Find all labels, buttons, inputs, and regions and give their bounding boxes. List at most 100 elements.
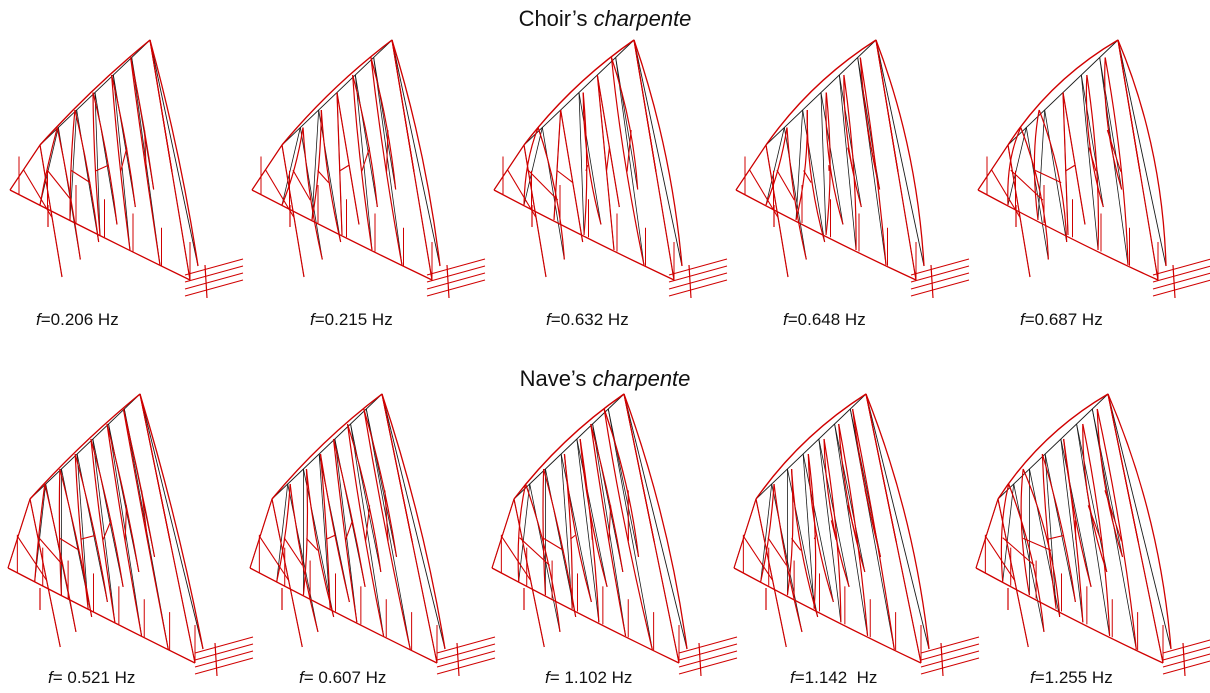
choir-mode-row (0, 30, 1210, 320)
deformed-tie (678, 650, 738, 668)
undeformed-hip (865, 393, 930, 650)
freq-value: =0.648 Hz (787, 310, 866, 329)
deformed-collar (1035, 170, 1062, 184)
deformed-rafter (69, 109, 76, 221)
deformed-eave (251, 189, 433, 281)
deformed-rafter (346, 423, 385, 636)
deformed-rafter (311, 109, 322, 221)
undeformed-hip (139, 393, 204, 650)
deformed-rafter (58, 468, 63, 596)
deformed-collar (605, 147, 610, 172)
deformed-rafter (90, 438, 124, 588)
deformed-rafter (29, 498, 61, 648)
undeformed-rafter (299, 127, 323, 260)
deformed-rafter (1082, 423, 1108, 573)
undeformed-hip (149, 39, 199, 267)
deformed-rafter (9, 144, 41, 191)
deformed-support (214, 642, 218, 677)
freq-value: = 0.607 Hz (303, 668, 387, 687)
deformed-rafter (130, 57, 161, 266)
deformed-support (930, 264, 934, 299)
deformed-rafter (106, 423, 143, 636)
deformed-rafter (525, 483, 561, 633)
deformed-collar (1002, 537, 1035, 566)
deformed-rafter (786, 127, 807, 260)
deformed-hip (1107, 393, 1172, 650)
deformed-rafter (997, 498, 1029, 648)
deformed-hip (865, 393, 930, 650)
undeformed-rafter (311, 109, 320, 221)
nave-frequency-label-2: f= 0.607 Hz (299, 668, 386, 688)
undeformed-rafter (615, 57, 639, 190)
choir-mode-panel-3 (484, 30, 728, 320)
undeformed-rafter (350, 423, 382, 573)
deformed-rafter (1062, 92, 1086, 225)
deformed-collar (608, 505, 612, 541)
deformed-collar (776, 169, 795, 201)
deformed-rafter (320, 109, 342, 243)
deformed-tie (678, 643, 738, 661)
deformed-eave (735, 189, 917, 281)
deformed-collar (46, 169, 72, 201)
deformed-collar (317, 170, 330, 183)
deformed-rafter (34, 483, 46, 582)
deformed-rafter (579, 438, 608, 588)
undeformed-rafter (1044, 109, 1068, 243)
deformed-collar (345, 520, 354, 540)
undeformed-rafter (1060, 438, 1084, 623)
deformed-tie (1152, 258, 1210, 276)
undeformed-hip (633, 39, 683, 267)
deformed-tie (184, 265, 244, 283)
undeformed-rafter (365, 408, 411, 650)
deformed-rafter (111, 74, 136, 208)
undeformed-ridge (39, 39, 151, 146)
deformed-tie (910, 258, 970, 276)
freq-value: = 1.102 Hz (549, 668, 633, 687)
freq-symbol: f (546, 310, 551, 329)
deformed-rafter (590, 423, 624, 573)
undeformed-rafter (94, 92, 101, 236)
nave-truss-drawing-4 (733, 393, 980, 677)
deformed-rafter (843, 74, 862, 208)
undeformed-rafter (1060, 438, 1092, 588)
deformed-rafter (563, 453, 592, 603)
deformed-support (1172, 264, 1176, 299)
deformed-tie (194, 657, 254, 675)
deformed-collar (70, 170, 91, 184)
deformed-ridge (765, 39, 877, 146)
deformed-rafter (346, 423, 382, 573)
deformed-rafter (977, 144, 1009, 191)
deformed-rafter (59, 468, 93, 618)
deformed-collar (59, 537, 80, 551)
deformed-collar (38, 537, 64, 566)
deformed-support (688, 264, 692, 299)
deformed-support (1182, 642, 1186, 677)
undeformed-hip (1107, 393, 1172, 650)
deformed-support (446, 264, 450, 299)
undeformed-rafter (849, 408, 895, 650)
deformed-tie (678, 657, 738, 675)
nave-frequency-label-3: f= 1.102 Hz (545, 668, 632, 688)
deformed-rafter (603, 408, 640, 558)
deformed-rafter (823, 438, 850, 588)
deformed-rafter (735, 144, 767, 191)
deformed-tie (184, 272, 244, 290)
deformed-hip (623, 393, 688, 650)
deformed-eave (493, 189, 675, 281)
choir-frequency-label-2: f=0.215 Hz (310, 310, 393, 330)
deformed-collar (864, 490, 878, 542)
freq-symbol: f (48, 668, 53, 687)
deformed-rafter (733, 498, 757, 569)
undeformed-rafter (334, 438, 358, 623)
undeformed-rafter (1080, 74, 1099, 251)
deformed-ridge (281, 39, 393, 146)
undeformed-rafter (576, 438, 608, 588)
deformed-support (456, 642, 460, 677)
deformed-rafter (590, 423, 627, 636)
deformed-tie (426, 272, 486, 290)
deformed-rafter (332, 438, 358, 623)
deformed-eave (249, 567, 438, 664)
deformed-collar (161, 112, 173, 173)
deformed-collar (830, 520, 837, 540)
deformed-collar (847, 147, 854, 172)
